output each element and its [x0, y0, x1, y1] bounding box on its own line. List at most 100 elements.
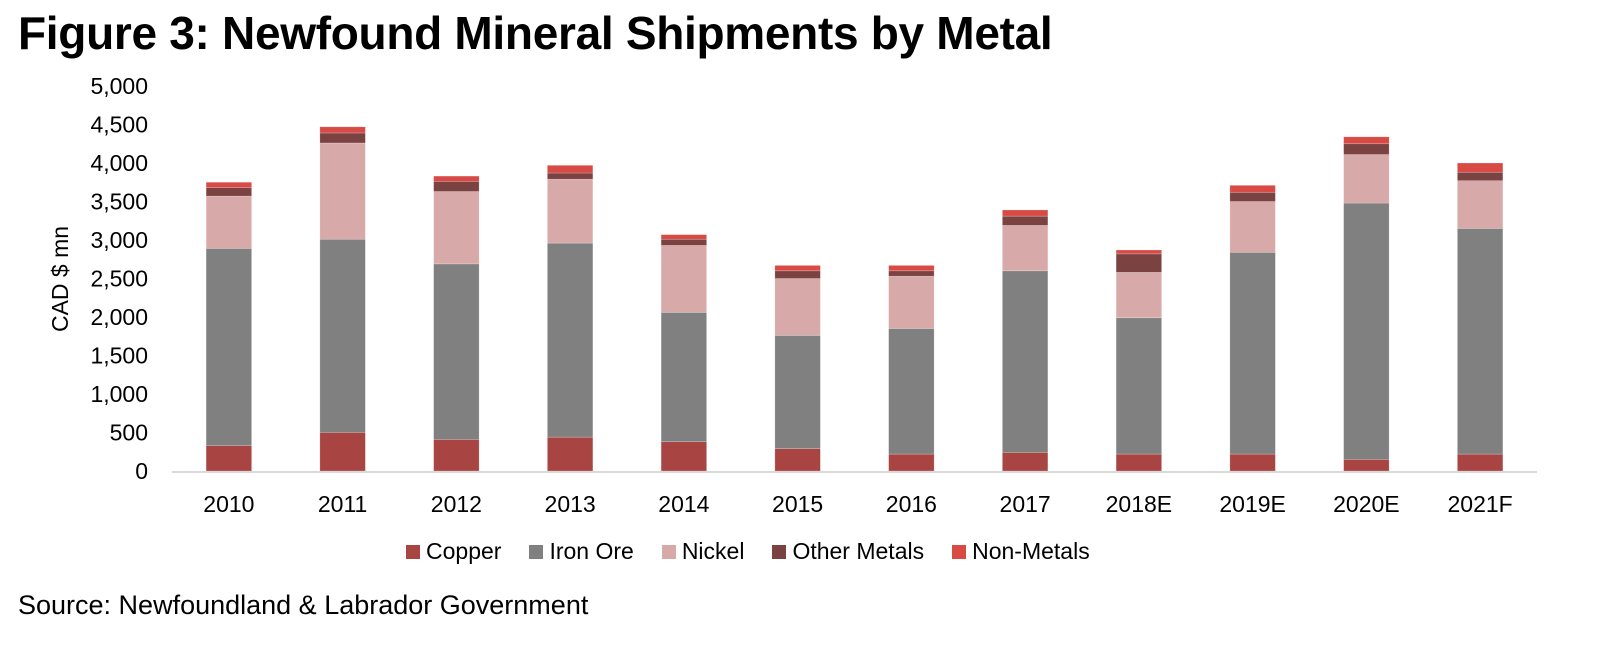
- legend-label: Copper: [426, 538, 502, 564]
- bar-stack-2012: [433, 175, 480, 472]
- bar-segment-iron-ore: [1115, 317, 1162, 455]
- bar-segment-non-metals: [1229, 185, 1276, 193]
- bar-segment-copper: [205, 445, 252, 472]
- bar-segment-iron-ore: [547, 242, 594, 438]
- legend-item-copper: Copper: [406, 538, 501, 565]
- y-tick-label: 3,500: [90, 189, 148, 215]
- bar-segment-nickel: [1002, 225, 1049, 272]
- legend: Copper Iron Ore Nickel Other Metals Non-Meta…: [0, 538, 1599, 565]
- bar-segment-nickel: [205, 195, 252, 249]
- legend-swatch: [406, 544, 420, 559]
- bar-segment-iron-ore: [433, 263, 480, 440]
- y-tick-label: 2,000: [90, 304, 148, 330]
- bar-segment-non-metals: [1343, 136, 1390, 145]
- bar-segment-non-metals: [319, 126, 366, 134]
- bar-stack-2014: [660, 234, 707, 472]
- bar-segment-non-metals: [1115, 249, 1162, 255]
- y-tick-label: 1,000: [90, 381, 148, 407]
- bar-segment-nickel: [1457, 180, 1504, 229]
- y-tick-label: 4,500: [90, 112, 148, 138]
- bar-stack-2010: [205, 181, 252, 472]
- bar-segment-other-metals: [774, 270, 821, 279]
- x-tick-label: 2013: [545, 491, 596, 517]
- bar-segment-non-metals: [547, 165, 594, 174]
- legend-label: Nickel: [681, 538, 745, 564]
- x-tick-labels: 2010 2011 2012 2013 2014 2015 2016 2017 2018E 201…: [203, 491, 1512, 517]
- bar-segment-nickel: [319, 142, 366, 240]
- y-axis-title: CAD $ mn: [47, 226, 73, 332]
- bar-segment-iron-ore: [1457, 228, 1504, 455]
- bar-segment-other-metals: [205, 187, 252, 197]
- x-tick-label: 2014: [658, 491, 709, 517]
- x-tick-label: 2011: [318, 491, 367, 517]
- bar-segment-non-metals: [205, 181, 252, 188]
- figure-title: Figure 3: Newfound Mineral Shipments by …: [18, 7, 1053, 59]
- x-tick-label: 2016: [886, 491, 937, 517]
- source-note: Source: Newfoundland & Labrador Governme…: [18, 590, 589, 620]
- bar-stack-2021f: [1457, 162, 1504, 472]
- y-tick-labels: 0 500 1,000 1,500 2,000 2,500 3,000 3,500 4,000 4…: [90, 73, 148, 484]
- bar-segment-nickel: [547, 178, 594, 244]
- y-tick-label: 5,000: [90, 73, 148, 99]
- bar-segment-other-metals: [1457, 171, 1504, 182]
- bar-segment-nickel: [774, 278, 821, 336]
- bar-segment-copper: [888, 453, 935, 472]
- x-tick-label: 2019E: [1219, 491, 1286, 517]
- x-tick-label: 2018E: [1106, 491, 1173, 517]
- bar-segment-nickel: [660, 245, 707, 313]
- y-tick-label: 3,000: [90, 227, 148, 253]
- x-tick-label: 2020E: [1333, 491, 1400, 517]
- bar-segment-non-metals: [774, 265, 821, 272]
- bar-segment-other-metals: [319, 132, 366, 144]
- bar-segment-other-metals: [547, 172, 594, 180]
- legend-swatch: [772, 544, 787, 559]
- bar-segment-iron-ore: [660, 312, 707, 443]
- bar-segment-non-metals: [1002, 209, 1049, 217]
- x-tick-label: 2012: [431, 491, 482, 517]
- bar-stack-2015: [774, 265, 821, 472]
- bar-segment-nickel: [888, 275, 935, 329]
- bar-segment-non-metals: [660, 234, 707, 240]
- bar-segment-other-metals: [1343, 143, 1390, 155]
- x-tick-label: 2021F: [1448, 491, 1513, 517]
- legend-label: Iron Ore: [549, 538, 634, 564]
- bar-segment-nickel: [1343, 154, 1390, 204]
- bar-segment-other-metals: [433, 181, 480, 192]
- bar-segment-iron-ore: [1343, 202, 1390, 460]
- y-tick-label: 0: [135, 458, 148, 484]
- bar-stack-2020e: [1343, 136, 1390, 472]
- bar-segment-iron-ore: [1229, 252, 1276, 455]
- bar-segment-iron-ore: [319, 238, 366, 433]
- x-tick-label: 2015: [772, 491, 823, 517]
- bar-segment-iron-ore: [205, 248, 252, 446]
- bar-segment-other-metals: [1002, 215, 1049, 226]
- bar-segment-copper: [774, 448, 821, 472]
- bar-stack-2016: [888, 265, 935, 472]
- bar-segment-copper: [660, 441, 707, 472]
- bar-stack-2011: [319, 126, 366, 472]
- bar-segment-non-metals: [1457, 162, 1504, 173]
- bar-segment-copper: [1457, 453, 1504, 472]
- bar-segment-copper: [433, 439, 480, 472]
- bar-stack-2013: [547, 165, 594, 472]
- legend-item-other-metals: Other Metals: [772, 538, 924, 565]
- legend-item-nickel: Nickel: [661, 538, 745, 565]
- x-tick-label: 2017: [1000, 491, 1051, 517]
- bar-segment-non-metals: [433, 175, 480, 182]
- legend-item-non-metals: Non-Metals: [952, 538, 1090, 565]
- y-tick-label: 4,000: [90, 150, 148, 176]
- y-tick-label: 500: [110, 420, 148, 446]
- bar-segment-copper: [1002, 452, 1049, 472]
- bar-stack-2017: [1002, 209, 1049, 472]
- bar-segment-iron-ore: [1002, 270, 1049, 453]
- y-axis-title-group: CAD $ mn: [47, 226, 73, 332]
- bar-stack-2018e: [1115, 249, 1162, 472]
- bar-segment-copper: [1229, 453, 1276, 472]
- bar-segment-other-metals: [660, 238, 707, 246]
- legend-swatch: [661, 544, 676, 559]
- legend-label: Other Metals: [792, 538, 925, 564]
- bars: [205, 126, 1504, 472]
- y-tick-label: 2,500: [90, 266, 148, 292]
- x-tick-label: 2010: [203, 491, 254, 517]
